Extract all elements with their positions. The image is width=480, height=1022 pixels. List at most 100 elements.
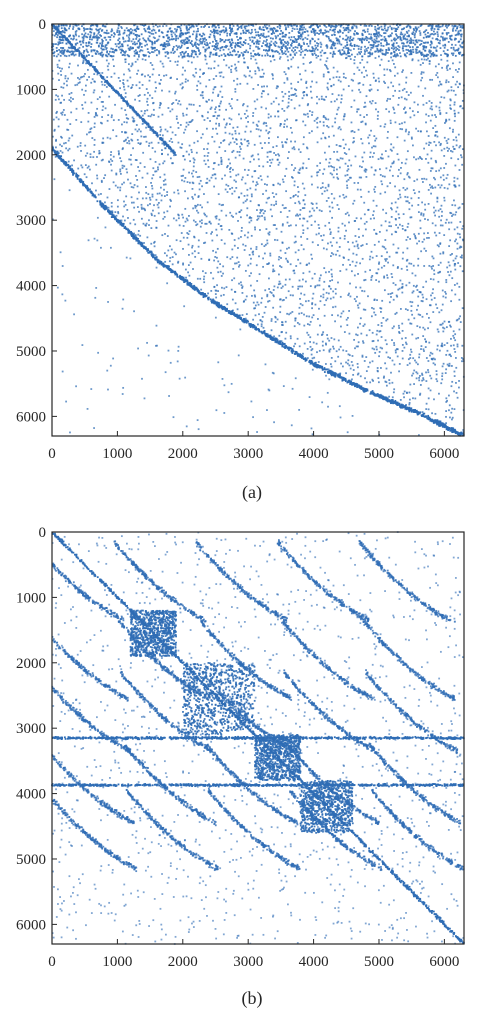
nonzero-point — [383, 175, 386, 178]
nonzero-point — [104, 201, 106, 204]
nonzero-point — [354, 264, 357, 267]
nonzero-point — [82, 41, 85, 44]
nonzero-point — [451, 204, 454, 206]
nonzero-point — [445, 162, 447, 165]
nonzero-point — [177, 55, 180, 58]
nonzero-point — [368, 41, 370, 44]
nonzero-point — [227, 184, 230, 187]
nonzero-point — [190, 151, 193, 154]
nonzero-point — [330, 193, 333, 195]
nonzero-point — [315, 81, 318, 84]
nonzero-point — [260, 301, 263, 304]
nonzero-point — [389, 182, 392, 184]
nonzero-point — [408, 398, 411, 401]
nonzero-point — [149, 203, 151, 205]
nonzero-point — [444, 296, 447, 299]
nonzero-point — [246, 236, 249, 239]
nonzero-point — [154, 81, 157, 84]
nonzero-point — [68, 99, 71, 101]
nonzero-point — [428, 50, 431, 53]
nonzero-point — [143, 242, 145, 244]
nonzero-point — [296, 321, 299, 324]
nonzero-point — [119, 45, 122, 48]
nonzero-point — [218, 218, 221, 221]
nonzero-point — [413, 29, 415, 32]
nonzero-point — [192, 56, 195, 59]
nonzero-point — [420, 43, 423, 45]
nonzero-point — [149, 129, 152, 131]
nonzero-point — [262, 34, 265, 37]
nonzero-point — [225, 46, 227, 49]
nonzero-point — [90, 31, 93, 34]
nonzero-point — [355, 217, 358, 220]
nonzero-point — [175, 115, 178, 118]
nonzero-point — [413, 156, 415, 159]
nonzero-point — [277, 115, 280, 118]
nonzero-point — [162, 217, 165, 220]
nonzero-point — [96, 23, 99, 26]
nonzero-point — [308, 315, 311, 318]
nonzero-point — [453, 38, 456, 41]
nonzero-point — [351, 89, 354, 92]
nonzero-point — [430, 149, 433, 152]
nonzero-point — [311, 241, 314, 244]
nonzero-point — [197, 49, 200, 52]
nonzero-point — [110, 205, 113, 208]
nonzero-point — [417, 304, 419, 307]
nonzero-point — [271, 215, 273, 218]
nonzero-point — [177, 37, 180, 40]
nonzero-point — [140, 217, 143, 220]
nonzero-point — [425, 402, 428, 405]
nonzero-point — [391, 339, 393, 342]
nonzero-point — [350, 38, 353, 41]
nonzero-point — [265, 201, 268, 204]
nonzero-point — [337, 50, 340, 52]
nonzero-point — [453, 180, 456, 183]
nonzero-point — [190, 40, 193, 42]
nonzero-point — [253, 307, 255, 310]
nonzero-point — [434, 186, 437, 189]
nonzero-point — [427, 408, 430, 411]
nonzero-point — [404, 112, 407, 114]
nonzero-point — [358, 165, 361, 168]
nonzero-point — [340, 101, 342, 104]
nonzero-point — [326, 45, 329, 48]
nonzero-point — [96, 29, 99, 32]
nonzero-point — [204, 222, 207, 225]
nonzero-point — [74, 50, 77, 53]
nonzero-point — [414, 26, 417, 28]
nonzero-point — [107, 36, 110, 38]
nonzero-point — [137, 142, 140, 144]
nonzero-point — [110, 75, 113, 78]
nonzero-point — [373, 152, 375, 155]
nonzero-point — [117, 42, 120, 45]
nonzero-point — [132, 186, 135, 189]
nonzero-point — [162, 43, 165, 46]
nonzero-point — [206, 41, 208, 44]
nonzero-point — [345, 268, 348, 271]
nonzero-point — [306, 42, 309, 45]
nonzero-point — [276, 25, 279, 28]
nonzero-point — [331, 29, 334, 32]
nonzero-point — [400, 286, 403, 289]
nonzero-point — [239, 210, 241, 213]
nonzero-point — [390, 207, 392, 209]
nonzero-point — [182, 66, 184, 69]
nonzero-point — [326, 30, 328, 33]
nonzero-point — [352, 141, 354, 144]
nonzero-point — [339, 25, 342, 28]
nonzero-point — [392, 298, 395, 301]
nonzero-point — [122, 49, 124, 52]
nonzero-point — [458, 380, 460, 382]
nonzero-point — [270, 329, 273, 332]
nonzero-point — [401, 357, 404, 360]
nonzero-point — [410, 39, 413, 41]
nonzero-point — [127, 217, 129, 219]
nonzero-point — [151, 64, 154, 66]
nonzero-point — [457, 158, 460, 161]
nonzero-point — [336, 158, 339, 161]
nonzero-point — [331, 47, 334, 50]
nonzero-point — [302, 56, 305, 59]
nonzero-point — [171, 103, 173, 105]
nonzero-point — [359, 322, 361, 325]
